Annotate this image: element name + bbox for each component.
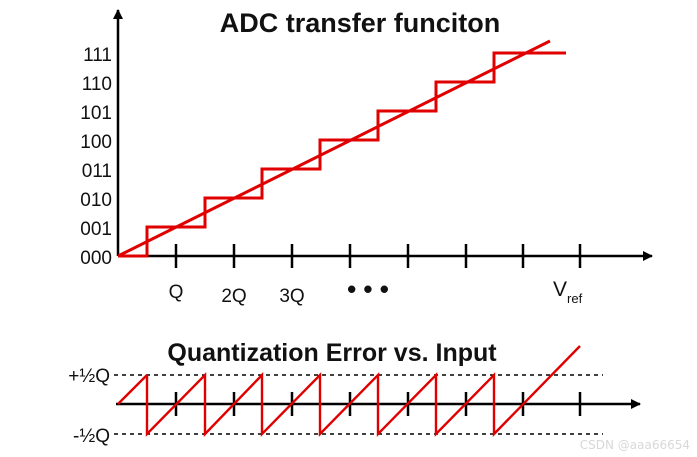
- x-label-2q: 2Q: [221, 286, 246, 307]
- transfer-title: ADC transfer funciton: [220, 8, 501, 38]
- adc-staircase: [118, 51, 566, 258]
- y-code-001: 001: [80, 219, 112, 240]
- watermark: CSDN @aaa66654: [580, 438, 690, 452]
- x-label-vref: Vref: [553, 278, 583, 306]
- y-code-111: 111: [83, 45, 112, 66]
- y-code-100: 100: [80, 132, 112, 153]
- y-code-101: 101: [80, 103, 112, 124]
- transfer-x-ticks: [174, 244, 582, 268]
- y-code-000: 000: [80, 248, 112, 269]
- upper-bound-label: +½Q: [68, 366, 110, 387]
- x-ellipsis: • • •: [347, 274, 389, 304]
- quantization-error-sawtooth: [145, 345, 581, 437]
- y-code-110: 110: [82, 74, 112, 95]
- y-code-010: 010: [80, 190, 112, 211]
- vref-main: V: [553, 278, 567, 301]
- error-title: Quantization Error vs. Input: [167, 339, 497, 367]
- x-label-q: Q: [169, 282, 184, 303]
- y-code-011: 011: [82, 161, 112, 182]
- lower-bound-label: -½Q: [73, 426, 110, 447]
- ideal-transfer-line: [117, 39, 551, 258]
- error-start-segment: [117, 374, 148, 405]
- vref-subscript: ref: [567, 291, 583, 306]
- y-axis-codes: 000 001 010 011 100 101 110 111: [80, 45, 112, 269]
- x-label-3q: 3Q: [279, 286, 304, 307]
